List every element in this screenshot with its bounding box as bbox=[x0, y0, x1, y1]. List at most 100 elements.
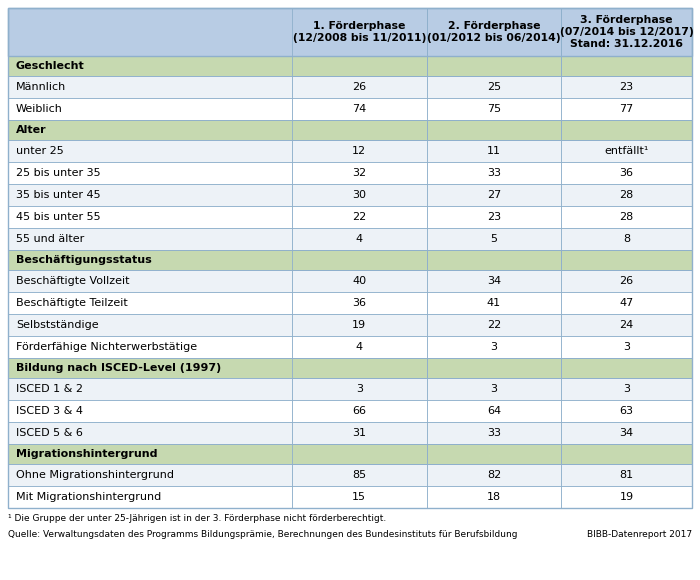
Bar bbox=[292, 400, 426, 422]
Text: BIBB-Datenreport 2017: BIBB-Datenreport 2017 bbox=[587, 530, 692, 539]
Bar bbox=[8, 378, 292, 400]
Bar bbox=[292, 98, 426, 120]
Text: 8: 8 bbox=[623, 234, 630, 244]
Bar bbox=[426, 250, 561, 270]
Bar bbox=[8, 314, 292, 336]
Bar bbox=[426, 292, 561, 314]
Bar bbox=[561, 464, 692, 486]
Text: 47: 47 bbox=[620, 298, 634, 308]
Bar bbox=[426, 228, 561, 250]
Text: 3: 3 bbox=[623, 342, 630, 352]
Bar bbox=[426, 422, 561, 444]
Bar bbox=[292, 270, 426, 292]
Bar bbox=[292, 162, 426, 184]
Bar bbox=[8, 336, 292, 358]
Bar bbox=[426, 314, 561, 336]
Bar bbox=[561, 270, 692, 292]
Bar bbox=[426, 120, 561, 140]
Text: 36: 36 bbox=[620, 168, 634, 178]
Text: 35 bis unter 45: 35 bis unter 45 bbox=[16, 190, 101, 200]
Bar bbox=[8, 358, 692, 378]
Text: Beschäftigungsstatus: Beschäftigungsstatus bbox=[16, 255, 152, 265]
Bar bbox=[8, 336, 292, 358]
Bar bbox=[292, 314, 426, 336]
Bar bbox=[561, 76, 692, 98]
Bar bbox=[426, 464, 561, 486]
Bar bbox=[561, 250, 692, 270]
Text: 64: 64 bbox=[487, 406, 501, 416]
Bar bbox=[8, 140, 292, 162]
Bar bbox=[8, 292, 292, 314]
Bar bbox=[561, 228, 692, 250]
Bar bbox=[8, 8, 692, 56]
Bar bbox=[8, 162, 292, 184]
Bar bbox=[426, 56, 561, 76]
Bar bbox=[426, 140, 561, 162]
Bar bbox=[561, 422, 692, 444]
Bar bbox=[561, 98, 692, 120]
Bar bbox=[292, 336, 426, 358]
Bar bbox=[292, 270, 426, 292]
Bar bbox=[8, 8, 692, 508]
Bar bbox=[426, 140, 561, 162]
Bar bbox=[8, 444, 692, 464]
Bar bbox=[292, 378, 426, 400]
Bar bbox=[426, 206, 561, 228]
Text: 82: 82 bbox=[487, 470, 501, 480]
Bar bbox=[561, 486, 692, 508]
Bar bbox=[561, 56, 692, 76]
Bar bbox=[8, 270, 292, 292]
Text: 75: 75 bbox=[487, 104, 501, 114]
Bar bbox=[426, 98, 561, 120]
Bar bbox=[292, 184, 426, 206]
Text: Ohne Migrationshintergrund: Ohne Migrationshintergrund bbox=[16, 470, 174, 480]
Bar bbox=[8, 464, 292, 486]
Bar bbox=[426, 378, 561, 400]
Bar bbox=[8, 250, 692, 270]
Bar bbox=[426, 486, 561, 508]
Text: unter 25: unter 25 bbox=[16, 146, 64, 156]
Bar bbox=[426, 400, 561, 422]
Bar bbox=[426, 314, 561, 336]
Bar bbox=[292, 422, 426, 444]
Text: 66: 66 bbox=[352, 406, 366, 416]
Bar bbox=[561, 120, 692, 140]
Bar bbox=[8, 206, 292, 228]
Bar bbox=[561, 400, 692, 422]
Text: 12: 12 bbox=[352, 146, 366, 156]
Bar bbox=[561, 486, 692, 508]
Text: 85: 85 bbox=[352, 470, 366, 480]
Bar bbox=[561, 8, 692, 56]
Text: 36: 36 bbox=[352, 298, 366, 308]
Bar bbox=[426, 162, 561, 184]
Text: 3: 3 bbox=[491, 342, 498, 352]
Text: 81: 81 bbox=[620, 470, 634, 480]
Bar bbox=[292, 120, 426, 140]
Bar bbox=[561, 184, 692, 206]
Bar bbox=[292, 56, 426, 76]
Bar bbox=[8, 292, 292, 314]
Bar bbox=[426, 184, 561, 206]
Text: 19: 19 bbox=[620, 492, 634, 502]
Bar bbox=[292, 206, 426, 228]
Text: Geschlecht: Geschlecht bbox=[16, 61, 85, 71]
Bar bbox=[561, 76, 692, 98]
Bar bbox=[8, 56, 692, 76]
Bar bbox=[426, 76, 561, 98]
Bar bbox=[426, 486, 561, 508]
Text: 4: 4 bbox=[356, 342, 363, 352]
Bar bbox=[426, 270, 561, 292]
Text: Beschäftigte Teilzeit: Beschäftigte Teilzeit bbox=[16, 298, 127, 308]
Bar bbox=[426, 400, 561, 422]
Bar bbox=[561, 336, 692, 358]
Text: ISCED 3 & 4: ISCED 3 & 4 bbox=[16, 406, 83, 416]
Text: 28: 28 bbox=[620, 190, 634, 200]
Bar bbox=[561, 400, 692, 422]
Bar bbox=[292, 140, 426, 162]
Bar bbox=[426, 336, 561, 358]
Text: 15: 15 bbox=[352, 492, 366, 502]
Bar bbox=[292, 486, 426, 508]
Bar bbox=[426, 292, 561, 314]
Text: 55 und älter: 55 und älter bbox=[16, 234, 84, 244]
Bar bbox=[426, 444, 561, 464]
